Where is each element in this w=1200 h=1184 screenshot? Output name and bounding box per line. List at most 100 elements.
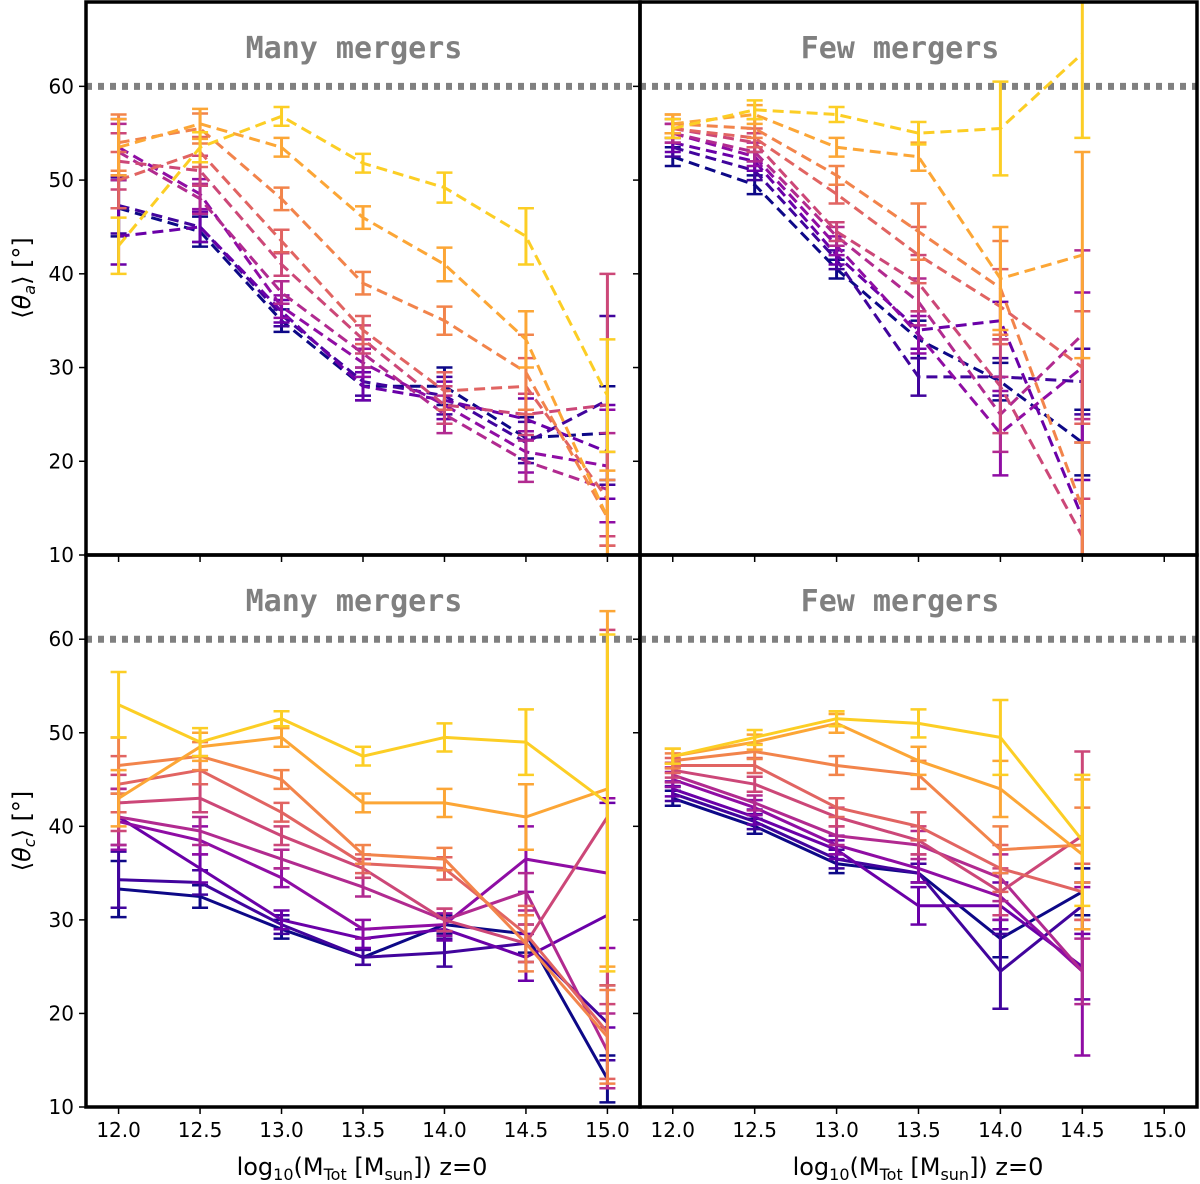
error-bar bbox=[273, 228, 290, 254]
panel-title-theta-a-few: Few mergers bbox=[801, 31, 1000, 66]
error-bar bbox=[436, 722, 453, 753]
series-line bbox=[672, 52, 1084, 135]
panel-title-theta-c-few: Few mergers bbox=[801, 584, 1000, 619]
error-bar bbox=[828, 797, 845, 819]
x-tick-label: 12.5 bbox=[178, 1118, 223, 1142]
error-bar bbox=[517, 913, 534, 973]
error-bar bbox=[664, 117, 681, 140]
error-bar bbox=[273, 768, 290, 791]
series-line bbox=[672, 764, 1083, 894]
y-tick-label: 40 bbox=[49, 262, 74, 286]
series-line bbox=[118, 887, 609, 1080]
error-bar bbox=[436, 907, 453, 933]
x-axis-label-left: log10(MTot [Msun]) z=0 bbox=[237, 1153, 488, 1184]
error-bar bbox=[110, 117, 127, 177]
error-bar bbox=[192, 131, 209, 164]
series-9 bbox=[110, 107, 616, 555]
series-2 bbox=[664, 784, 1091, 1011]
x-tick-label: 14.0 bbox=[978, 1118, 1023, 1142]
error-bar bbox=[355, 792, 371, 814]
series-line bbox=[672, 131, 1084, 435]
error-bar bbox=[355, 876, 371, 898]
plot-area bbox=[110, 105, 616, 555]
y-tick-label: 20 bbox=[49, 449, 74, 473]
error-bar bbox=[828, 221, 845, 243]
y-tick-label: 30 bbox=[49, 908, 74, 932]
error-bar bbox=[436, 370, 453, 411]
y-tick-label: 20 bbox=[49, 1001, 74, 1025]
series-line bbox=[672, 127, 1084, 369]
panel-theta-c-many-mergers: 10 20 30 40 50 60 12.0 12.5 13.0 13.5 14.0 14.5 15.0… bbox=[49, 553, 642, 1142]
x-tick-label: 15.0 bbox=[1142, 1118, 1187, 1142]
error-bar bbox=[910, 745, 927, 777]
y-tick-label: 30 bbox=[49, 356, 74, 380]
x-tick-label: 15.0 bbox=[585, 1118, 630, 1142]
error-bar bbox=[599, 469, 616, 555]
error-bar bbox=[910, 885, 927, 926]
error-bar bbox=[1074, 441, 1091, 555]
error-bar bbox=[599, 988, 616, 1085]
error-bar bbox=[273, 709, 290, 728]
error-bar bbox=[110, 670, 127, 739]
y-tick-label: 10 bbox=[49, 1095, 74, 1119]
series-8 bbox=[110, 736, 616, 1085]
series-9 bbox=[664, 103, 1091, 360]
error-bar bbox=[355, 270, 371, 296]
error-bar bbox=[273, 280, 290, 306]
error-bar bbox=[273, 825, 290, 847]
x-tick-label: 13.0 bbox=[259, 1118, 304, 1142]
error-bar bbox=[828, 164, 845, 187]
x-tick-label: 12.5 bbox=[732, 1118, 777, 1142]
series-1 bbox=[664, 146, 1091, 477]
error-bar bbox=[355, 843, 371, 865]
error-bar bbox=[110, 216, 127, 276]
error-bar bbox=[436, 246, 453, 283]
error-bar bbox=[1074, 150, 1091, 360]
error-bar bbox=[992, 225, 1009, 332]
plot-area bbox=[110, 609, 616, 1104]
error-bar bbox=[273, 726, 290, 749]
error-bar bbox=[273, 801, 290, 823]
plot-area bbox=[664, 2, 1091, 555]
error-bar bbox=[355, 948, 371, 967]
plot-area bbox=[664, 698, 1091, 1057]
error-bar bbox=[273, 136, 290, 158]
y-tick-label: 50 bbox=[49, 168, 74, 192]
error-bar bbox=[992, 80, 1009, 177]
error-bar bbox=[828, 183, 845, 205]
x-tick-label: 14.0 bbox=[422, 1118, 467, 1142]
x-tick-label: 13.5 bbox=[896, 1118, 941, 1142]
error-bar bbox=[517, 310, 534, 369]
panel-theta-a-few-mergers: Few mergers bbox=[633, 0, 1199, 562]
error-bar bbox=[910, 811, 927, 842]
series-6 bbox=[664, 117, 1091, 555]
x-tick-label: 14.5 bbox=[504, 1118, 549, 1142]
error-bar bbox=[436, 846, 453, 872]
series-line bbox=[672, 141, 1084, 519]
error-bar bbox=[746, 775, 763, 793]
error-bar bbox=[910, 120, 927, 146]
series-7 bbox=[110, 135, 616, 547]
series-9 bbox=[110, 609, 616, 968]
y-axis-label-theta-c: ⟨θc⟩ [°] bbox=[8, 791, 39, 872]
error-bar bbox=[828, 136, 845, 158]
y-tick-label: 10 bbox=[49, 543, 74, 567]
series-5 bbox=[664, 122, 1091, 454]
series-10 bbox=[664, 698, 1091, 908]
error-bar bbox=[828, 709, 845, 728]
series-10 bbox=[110, 633, 616, 973]
series-line bbox=[672, 145, 1083, 384]
error-bar bbox=[355, 205, 371, 231]
series-2 bbox=[664, 136, 1091, 416]
x-tick-label: 12.0 bbox=[650, 1118, 695, 1142]
error-bar bbox=[1074, 773, 1091, 908]
series-10 bbox=[664, 2, 1091, 177]
error-bar bbox=[355, 745, 371, 767]
error-bar bbox=[599, 633, 616, 973]
error-bar bbox=[828, 754, 845, 777]
error-bar bbox=[992, 825, 1009, 875]
series-line bbox=[672, 122, 1084, 509]
error-bar bbox=[192, 815, 209, 847]
error-bar bbox=[746, 99, 763, 121]
